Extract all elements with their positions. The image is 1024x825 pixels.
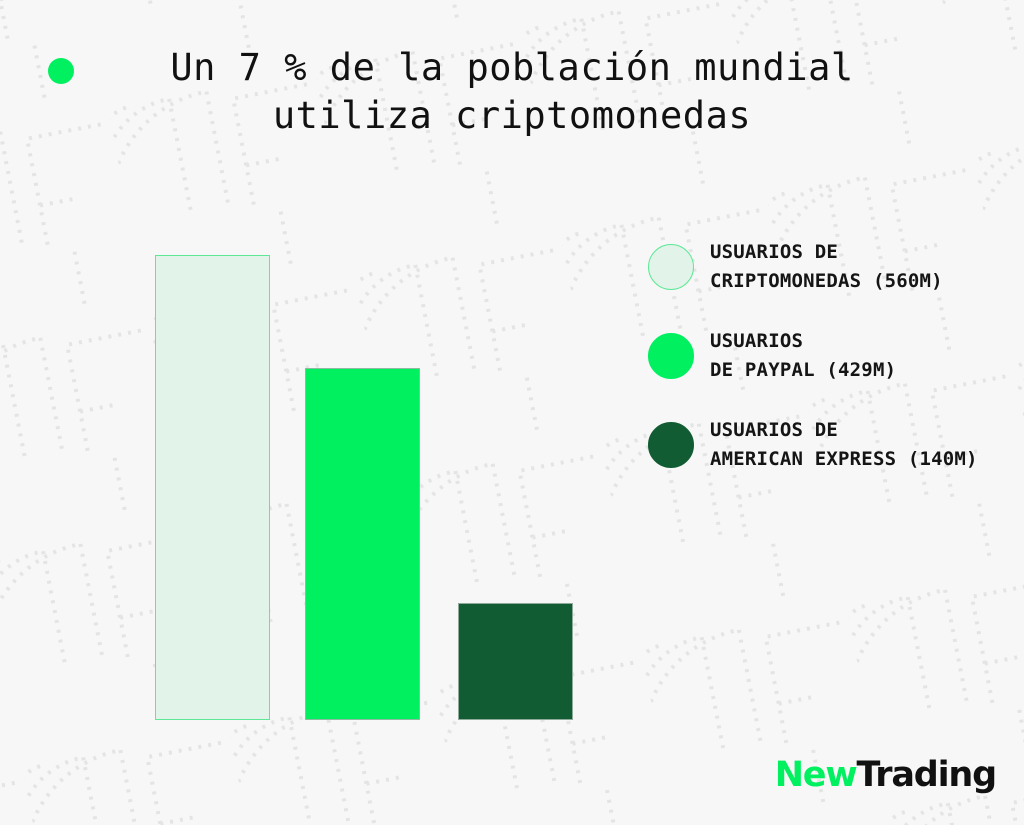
bar-chart <box>155 255 573 720</box>
legend-swatch-paypal <box>648 333 694 379</box>
bar-paypal <box>305 368 420 720</box>
legend-label-crypto: USUARIOS DE CRIPTOMONEDAS (560M) <box>710 241 943 292</box>
legend-label-paypal: USUARIOS DE PAYPAL (429M) <box>710 330 897 381</box>
legend-swatch-amex <box>648 422 694 468</box>
legend-item-paypal: USUARIOS DE PAYPAL (429M) <box>648 327 896 385</box>
bar-crypto <box>155 255 270 720</box>
bar-amex <box>458 603 573 720</box>
legend-label-amex: USUARIOS DE AMERICAN EXPRESS (140M) <box>710 419 978 470</box>
brand-logo: NewTrading <box>774 755 997 795</box>
legend-item-crypto: USUARIOS DE CRIPTOMONEDAS (560M) <box>648 238 943 296</box>
legend-swatch-crypto <box>648 244 694 290</box>
logo-text-new: New <box>774 755 858 795</box>
logo-text-trading: Trading <box>856 755 997 795</box>
legend-item-amex: USUARIOS DE AMERICAN EXPRESS (140M) <box>648 416 978 474</box>
